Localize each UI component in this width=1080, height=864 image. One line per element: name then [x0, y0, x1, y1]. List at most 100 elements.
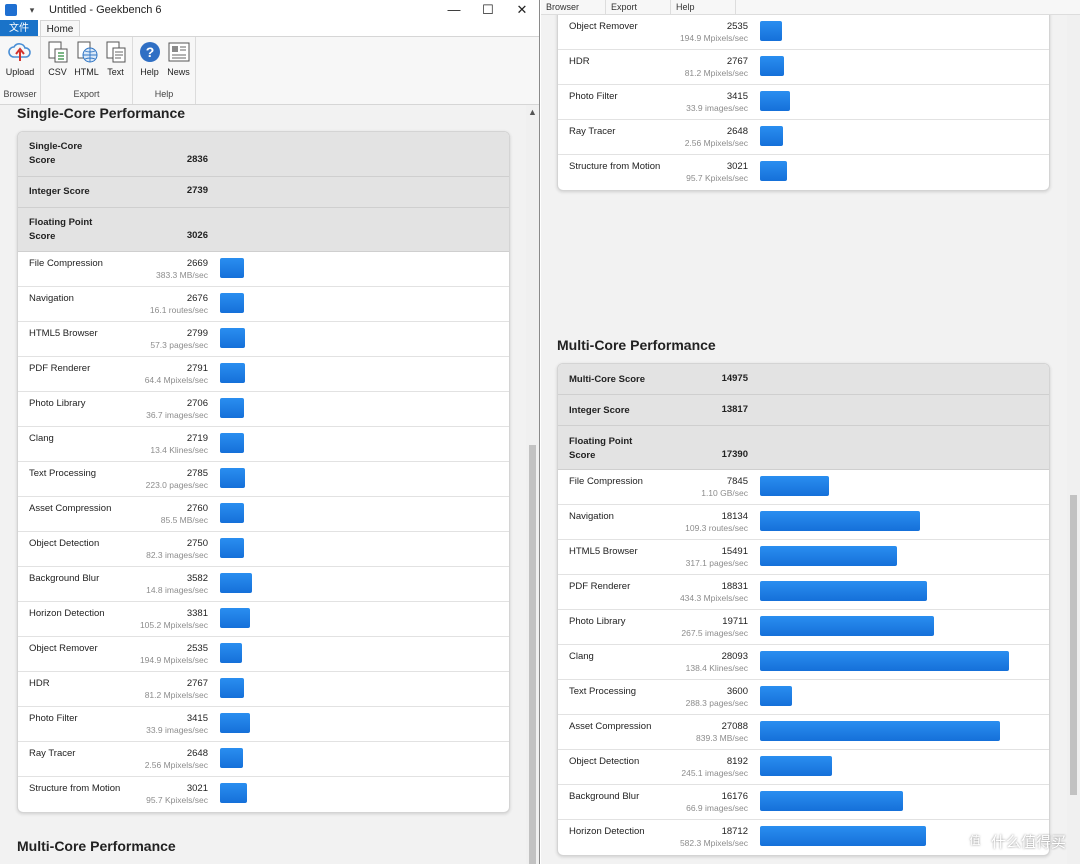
benchmark-row: Navigation 2676 16.1 routes/sec: [18, 287, 509, 322]
menu-help[interactable]: Help: [671, 0, 736, 14]
benchmark-name: Clang: [569, 651, 594, 662]
benchmark-name: Ray Tracer: [29, 748, 76, 759]
benchmark-name: Photo Filter: [569, 91, 618, 102]
multi-core-benchmark-list: File Compression 7845 1.10 GB/sec Navigatio…: [558, 470, 1049, 855]
benchmark-rate: 582.3 Mpixels/sec: [679, 838, 748, 848]
benchmark-bar: [220, 608, 250, 628]
benchmark-row: Photo Library 19711 267.5 images/sec: [558, 610, 1049, 645]
benchmark-bar: [760, 826, 926, 846]
tab-home[interactable]: Home: [40, 20, 80, 36]
benchmark-rate: 33.9 images/sec: [146, 725, 208, 735]
left-scroll-thumb[interactable]: [529, 445, 536, 864]
app-icon: [5, 4, 17, 16]
benchmark-row: Object Detection 2750 82.3 images/sec: [18, 532, 509, 567]
quick-access-dropdown[interactable]: ▾: [29, 4, 35, 15]
right-menu-bar: Browser Export Help: [541, 0, 1080, 15]
menu-browser[interactable]: Browser: [541, 0, 606, 14]
benchmark-name: Asset Compression: [569, 721, 652, 732]
upload-button[interactable]: Upload: [2, 40, 38, 87]
benchmark-rate: 2.56 Mpixels/sec: [144, 760, 208, 770]
upload-icon: [8, 43, 31, 61]
benchmark-rate: 57.3 pages/sec: [150, 340, 208, 350]
single-core-title: Single-Core Performance: [17, 105, 186, 121]
benchmark-name: HTML5 Browser: [29, 328, 98, 339]
title-bar: ▾ Untitled - Geekbench 6 — ☐ ✕: [0, 0, 539, 20]
benchmark-score: 2719: [186, 433, 208, 444]
maximize-button[interactable]: ☐: [482, 2, 494, 17]
html-label: HTML: [74, 67, 99, 77]
single-core-fp-row: Floating Point Score 3026: [18, 208, 509, 252]
text-label: Text: [107, 67, 124, 77]
benchmark-score: 2750: [186, 538, 208, 549]
left-vertical-scrollbar[interactable]: ▲: [526, 105, 539, 864]
benchmark-row: Photo Filter 3415 33.9 images/sec: [558, 85, 1049, 120]
benchmark-score: 3415: [726, 91, 748, 102]
benchmark-score: 2669: [186, 258, 208, 269]
benchmark-bar: [220, 643, 243, 663]
benchmark-rate: 434.3 Mpixels/sec: [679, 593, 748, 603]
menu-export[interactable]: Export: [606, 0, 671, 14]
benchmark-name: Structure from Motion: [29, 783, 121, 794]
benchmark-rate: 194.9 Mpixels/sec: [679, 33, 748, 43]
benchmark-name: File Compression: [569, 476, 643, 487]
benchmark-bar: [220, 293, 244, 313]
mc-integer-score-label: Integer Score: [569, 405, 630, 416]
benchmark-name: Text Processing: [29, 468, 97, 479]
benchmark-bar: [220, 748, 244, 768]
benchmark-bar: [760, 546, 898, 566]
benchmark-rate: 33.9 images/sec: [686, 103, 748, 113]
right-vertical-scrollbar[interactable]: [1067, 15, 1080, 864]
benchmark-row: Structure from Motion 3021 95.7 Kpixels/se…: [558, 155, 1049, 190]
benchmark-bar: [760, 56, 785, 76]
benchmark-rate: 1.10 GB/sec: [701, 488, 748, 498]
benchmark-name: Object Remover: [29, 643, 98, 654]
benchmark-row: Object Remover 2535 194.9 Mpixels/sec: [558, 15, 1049, 50]
benchmark-score: 2535: [186, 643, 208, 654]
benchmark-score: 2799: [186, 328, 208, 339]
geekbench-window-left: ▾ Untitled - Geekbench 6 — ☐ ✕ 文件 Home U…: [0, 0, 540, 864]
benchmark-row: PDF Renderer 18831 434.3 Mpixels/sec: [558, 575, 1049, 610]
benchmark-row: HTML5 Browser 2799 57.3 pages/sec: [18, 322, 509, 357]
multi-core-score-value: 14975: [721, 373, 748, 384]
benchmark-score: 3600: [726, 686, 748, 697]
watermark-text: 什么值得买: [990, 833, 1066, 851]
tab-file[interactable]: 文件: [0, 20, 38, 36]
benchmark-rate: 64.4 Mpixels/sec: [144, 375, 208, 385]
benchmark-rate: 95.7 Kpixels/sec: [146, 795, 208, 805]
benchmark-score: 8192: [726, 756, 748, 767]
multi-core-title: Multi-Core Performance: [557, 337, 716, 353]
scroll-up-arrow-icon[interactable]: ▲: [528, 107, 537, 117]
benchmark-rate: 66.9 images/sec: [686, 803, 748, 813]
news-button[interactable]: News: [164, 40, 193, 87]
benchmark-bar: [760, 721, 1000, 741]
export-csv-button[interactable]: CSV: [43, 40, 72, 87]
benchmark-name: PDF Renderer: [569, 581, 631, 592]
export-html-button[interactable]: HTML: [72, 40, 101, 87]
minimize-button[interactable]: —: [447, 2, 461, 17]
benchmark-bar: [760, 91, 791, 111]
benchmark-bar: [760, 511, 921, 531]
benchmark-rate: 109.3 routes/sec: [685, 523, 748, 533]
fp-score-value: 3026: [186, 230, 208, 241]
integer-score-label: Integer Score: [29, 186, 90, 197]
benchmark-bar: [220, 783, 247, 803]
mc-integer-score-value: 13817: [721, 404, 748, 415]
benchmark-name: Navigation: [569, 511, 614, 522]
multi-core-fp-row: Floating Point Score 17390: [558, 426, 1049, 470]
single-core-score-label: Single-Core Score: [29, 141, 83, 166]
benchmark-bar: [760, 161, 787, 181]
benchmark-score: 3582: [186, 573, 208, 584]
help-button[interactable]: ? Help: [135, 40, 164, 87]
benchmark-rate: 95.7 Kpixels/sec: [686, 173, 748, 183]
csv-file-icon: [48, 41, 67, 63]
benchmark-score: 3381: [186, 608, 208, 619]
single-core-benchmark-list: File Compression 2669 383.3 MB/sec Navigati…: [18, 252, 509, 812]
svg-text:?: ?: [145, 44, 154, 60]
export-text-button[interactable]: Text: [101, 40, 130, 87]
benchmark-rate: 223.0 pages/sec: [145, 480, 208, 490]
benchmark-rate: 81.2 Mpixels/sec: [144, 690, 208, 700]
right-scroll-thumb[interactable]: [1070, 495, 1077, 795]
benchmark-bar: [220, 398, 244, 418]
close-button[interactable]: ✕: [516, 2, 528, 17]
benchmark-row: Ray Tracer 2648 2.56 Mpixels/sec: [18, 742, 509, 777]
